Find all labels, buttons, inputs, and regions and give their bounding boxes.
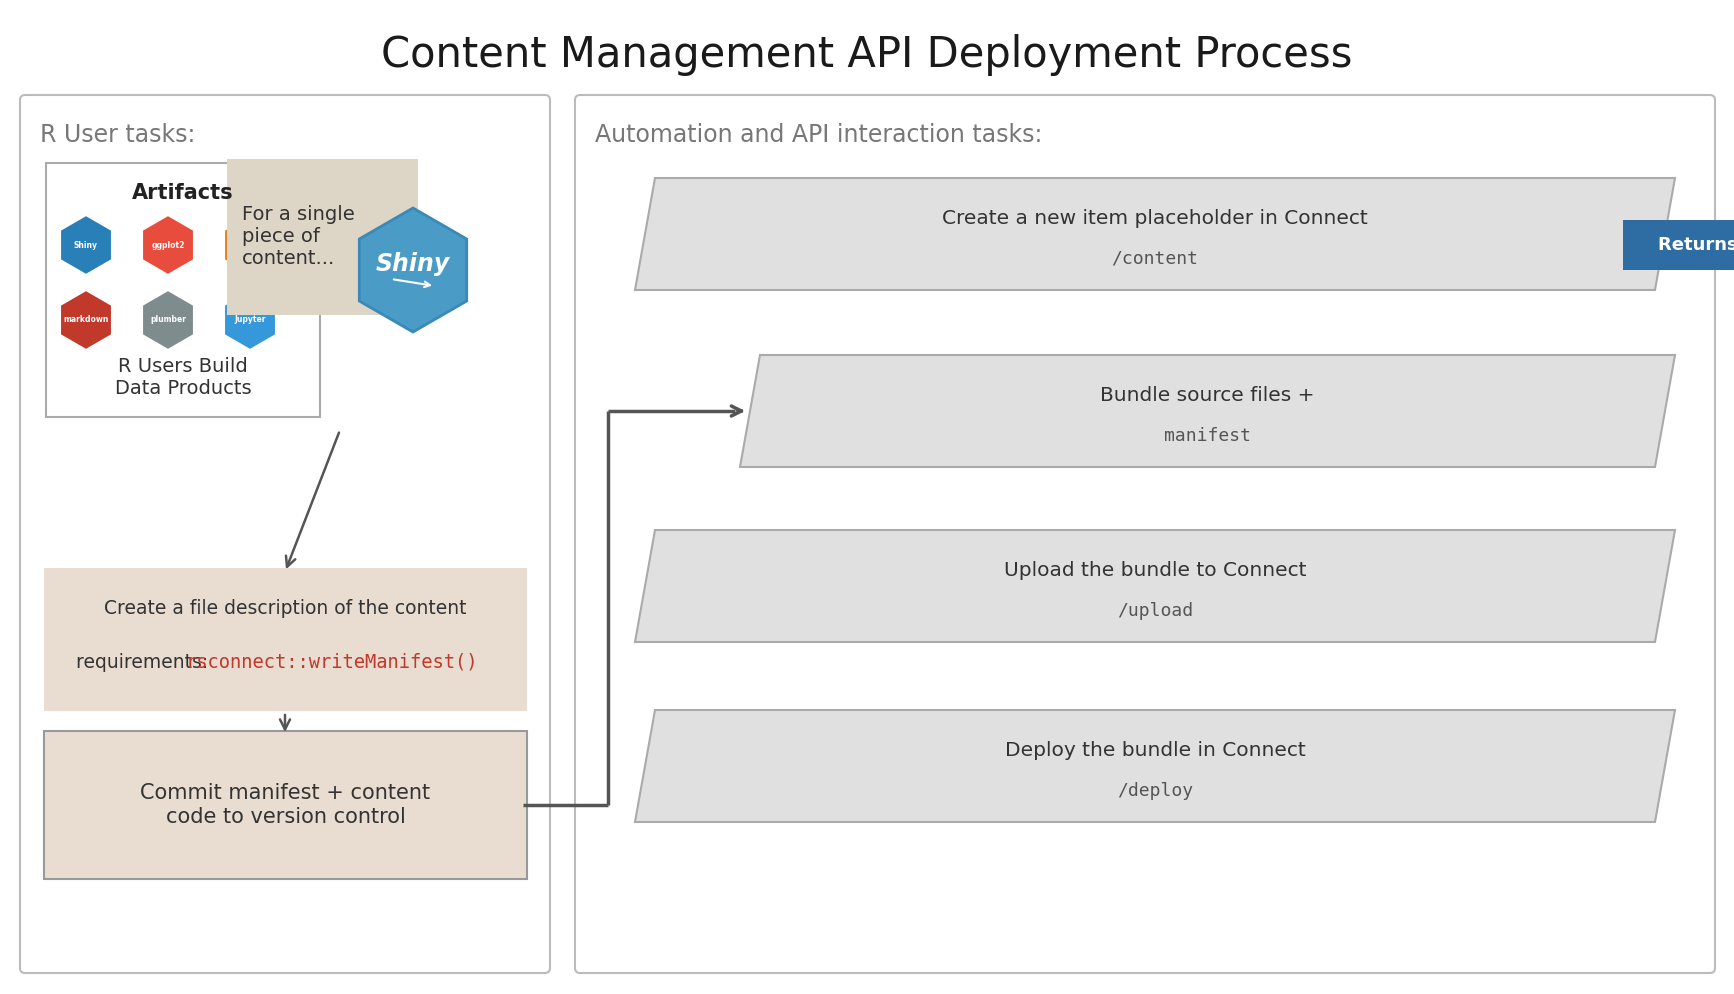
Text: /deploy: /deploy	[1117, 781, 1193, 799]
Polygon shape	[635, 178, 1675, 290]
Text: Artifacts: Artifacts	[132, 183, 234, 203]
FancyBboxPatch shape	[1623, 221, 1734, 270]
FancyBboxPatch shape	[227, 159, 418, 315]
Text: R Users Build
Data Products: R Users Build Data Products	[114, 357, 251, 398]
Text: plumber: plumber	[151, 315, 186, 324]
Text: markdown: markdown	[64, 315, 109, 324]
Text: Deploy the bundle in Connect: Deploy the bundle in Connect	[1004, 741, 1306, 759]
Text: Commit manifest + content
code to version control: Commit manifest + content code to versio…	[140, 783, 430, 827]
Text: requirements:: requirements:	[76, 652, 215, 672]
FancyBboxPatch shape	[21, 95, 550, 973]
Text: Jupyter: Jupyter	[234, 315, 265, 324]
FancyBboxPatch shape	[43, 568, 527, 711]
Text: rsconnect::writeManifest(): rsconnect::writeManifest()	[186, 652, 477, 672]
Text: Create a file description of the content: Create a file description of the content	[104, 598, 466, 617]
Text: For a single
piece of
content...: For a single piece of content...	[243, 206, 355, 268]
Text: Upload the bundle to Connect: Upload the bundle to Connect	[1004, 561, 1306, 580]
Text: /content: /content	[1111, 249, 1198, 267]
Text: manifest: manifest	[1164, 426, 1250, 444]
Text: R User tasks:: R User tasks:	[40, 123, 196, 147]
FancyBboxPatch shape	[43, 731, 527, 879]
Polygon shape	[740, 355, 1675, 467]
Text: Bundle source files +: Bundle source files +	[1101, 386, 1314, 405]
Text: Shiny: Shiny	[75, 241, 99, 249]
Text: Create a new item placeholder in Connect: Create a new item placeholder in Connect	[942, 209, 1368, 228]
Text: Returns: GUID: Returns: GUID	[1658, 237, 1734, 254]
FancyBboxPatch shape	[47, 163, 321, 417]
Polygon shape	[635, 530, 1675, 642]
FancyBboxPatch shape	[576, 95, 1715, 973]
Text: Shiny: Shiny	[376, 252, 451, 276]
Polygon shape	[635, 710, 1675, 822]
Text: Automation and API interaction tasks:: Automation and API interaction tasks:	[595, 123, 1042, 147]
Text: /upload: /upload	[1117, 601, 1193, 619]
Text: Content Management API Deployment Process: Content Management API Deployment Proces…	[381, 34, 1353, 76]
Text: ggplot2: ggplot2	[151, 241, 186, 249]
